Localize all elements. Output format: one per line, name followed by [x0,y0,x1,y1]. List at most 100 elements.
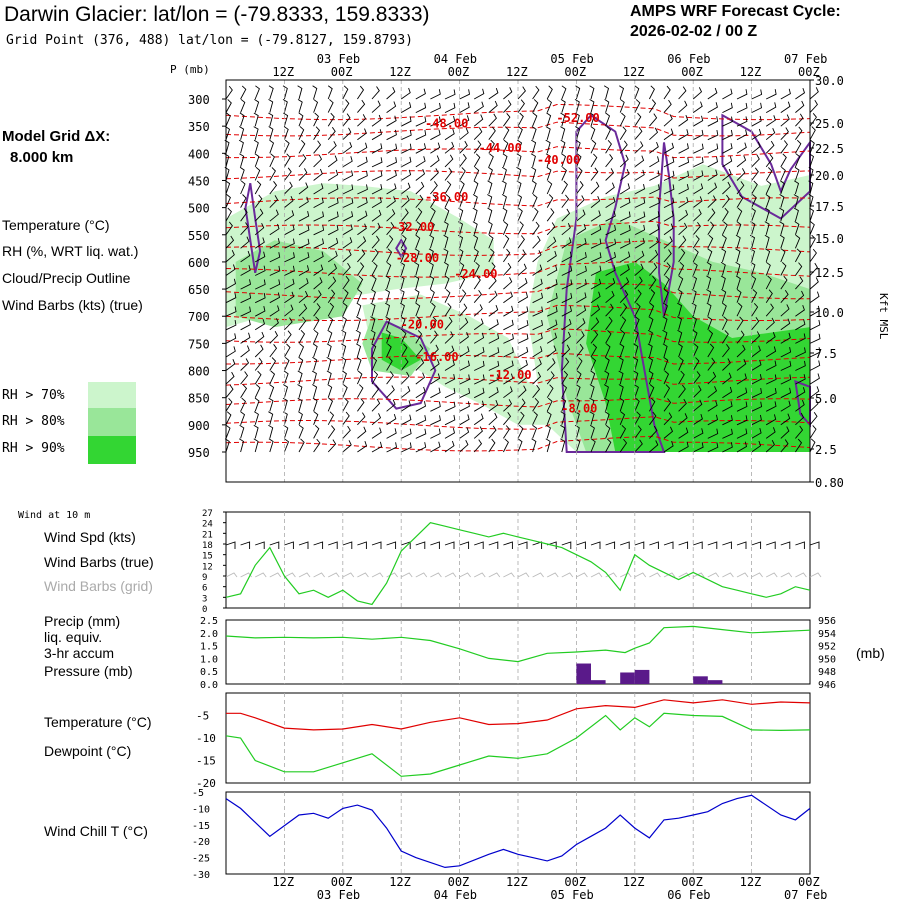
wind-barb-650 [736,289,742,303]
wind-barb-225 [516,153,522,168]
wind-barb-216 [386,157,397,168]
wind-barb-1079 [415,442,427,453]
wind-barb-624 [356,289,363,303]
wind-barb-42 [240,98,246,113]
wind-barb-282 [751,167,759,181]
wind-barb-1074 [342,440,352,453]
barb-true-84 [634,541,645,549]
top-date-label-4: 07 Feb [784,52,827,66]
wind-barb-320 [707,182,718,195]
wind-barb-197 [707,143,719,154]
wind-barb-975 [692,399,703,412]
wind-barb-1006 [546,411,552,425]
wind-barb-924 [546,384,554,398]
wind-barb-507 [443,248,449,263]
wind-barb-777 [795,333,806,344]
wind-barb-1081 [444,440,455,453]
wind-barb-499 [327,250,338,263]
wind-barb-793 [430,344,439,358]
wind-barb-1095 [649,440,659,453]
wind-barb-54 [415,102,427,114]
wind-barb-94 [400,116,412,127]
wind-barb-1087 [531,438,537,453]
wind-barb-495 [269,252,281,263]
wind-barb-554 [532,264,543,276]
wind-10m-label: Wind at 10 m [18,510,91,521]
wind-barb-443 [707,221,715,236]
wind-barb-561 [634,263,644,276]
wind-barb-963 [517,398,526,412]
wind-barb-592 [488,276,497,290]
wind-barb-481 [663,236,673,249]
wind-barb-669 [415,302,421,317]
wind-barb-912 [371,384,380,398]
wind-barb-6 [312,85,318,100]
wind-barb-722 [590,317,600,331]
wind-barb-649 [721,289,727,303]
wind-barb-604 [663,275,670,290]
wind-barb-366 [779,194,785,208]
wind-barb-986 [253,411,259,425]
wind-barb-774 [751,331,761,344]
wind-barb-1083 [473,439,483,453]
wind-barb-200 [751,141,761,154]
wind-barb-162 [795,126,803,140]
wind-barb-92 [371,114,382,127]
wind-barb-186 [545,139,551,154]
wind-barb-684 [634,302,641,317]
wind-barb-244 [794,153,801,168]
wind-barb-618 [269,292,281,304]
wind-barb-710 [415,316,422,330]
wind-barb-121 [795,113,804,127]
pressure-tick-10: 800 [188,365,210,379]
wind-barb-628 [414,289,420,303]
precip-ytick-4: 2.0 [200,629,218,640]
wind-barb-439 [649,224,660,236]
wind-barb-103 [532,112,538,127]
bottom-hour-label-1: 00Z [331,875,353,889]
wind-barb-172 [342,141,353,154]
wind-barb-328 [225,194,231,208]
wind-barb-153 [663,128,674,141]
wind-barb-68 [619,98,625,113]
wind-barb-782 [269,344,278,358]
wind-barb-953 [371,398,381,412]
wind-barb-109 [619,112,626,127]
wind-barb-217 [400,156,412,168]
height-tick-11: 0.80 [815,476,844,490]
wind-barb-472 [532,235,541,249]
wind-barb-919 [473,387,485,399]
wind-barb-402 [707,208,716,222]
wind-barb-822 [254,357,263,371]
wind-barb-101 [503,113,511,127]
wind-barb-247 [239,166,245,181]
wind-barb-834 [430,359,440,371]
wind-barb-420 [371,222,381,236]
wind-barb-741 [269,330,279,344]
barb-true-78 [605,541,616,549]
wind-barb-928 [603,384,609,398]
wind-barb-401 [692,208,702,222]
wind-barb-1057 [692,428,704,439]
wind-barb-463 [400,234,407,249]
wind-barb-538 [298,265,310,276]
wind-barb-74 [707,102,718,113]
wind-barb-697 [225,320,237,331]
wind-barb-299 [400,182,411,195]
wind-barb-869 [342,370,347,385]
wind-barb-254 [342,170,354,181]
wind-barb-75 [722,102,733,114]
wind-barb-36 [751,89,763,100]
wind-barb-1020 [751,414,762,426]
wind-barb-84 [253,112,259,127]
wind-barb-61 [517,99,525,113]
barb-grid-69 [561,572,574,578]
wind-barb-384 [444,207,450,222]
wind-ytick-7: 21 [202,530,213,540]
wind-barb-763 [590,330,599,344]
wind-barb-664 [342,302,348,317]
barb-grid-24 [342,572,355,578]
wind-barb-751 [415,330,423,344]
wind-barb-977 [722,401,733,412]
wind-barb-589 [444,275,450,290]
